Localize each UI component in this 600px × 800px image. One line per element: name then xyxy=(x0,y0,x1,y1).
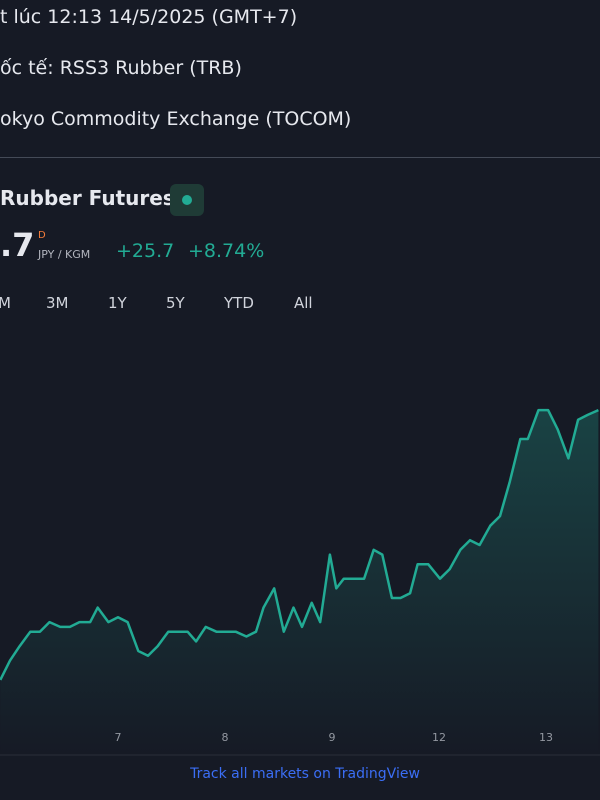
line-area xyxy=(0,410,599,755)
price-flag: D xyxy=(38,230,46,241)
range-button[interactable]: M xyxy=(0,294,11,312)
range-button[interactable]: YTD xyxy=(224,294,254,312)
range-button[interactable]: 3M xyxy=(46,294,69,312)
price-unit: JPY / KGM xyxy=(38,248,91,261)
range-button[interactable]: 5Y xyxy=(166,294,185,312)
range-button[interactable]: All xyxy=(294,294,313,312)
header-line: ốc tế: RSS3 Rubber (TRB) xyxy=(0,57,242,79)
tradingview-link[interactable]: Track all markets on TradingView xyxy=(190,766,420,782)
price: .7 xyxy=(0,226,35,264)
range-button[interactable]: 1Y xyxy=(108,294,127,312)
header-line: okyo Commodity Exchange (TOCOM) xyxy=(0,108,352,130)
header-line: t lúc 12:13 14/5/2025 (GMT+7) xyxy=(0,6,298,28)
status-badge xyxy=(170,184,204,216)
divider xyxy=(0,157,600,158)
widget-title: Rubber Futures xyxy=(0,186,175,210)
change: +25.7 xyxy=(116,240,175,262)
change-percent: +8.74% xyxy=(188,240,265,262)
price-line xyxy=(0,408,599,681)
